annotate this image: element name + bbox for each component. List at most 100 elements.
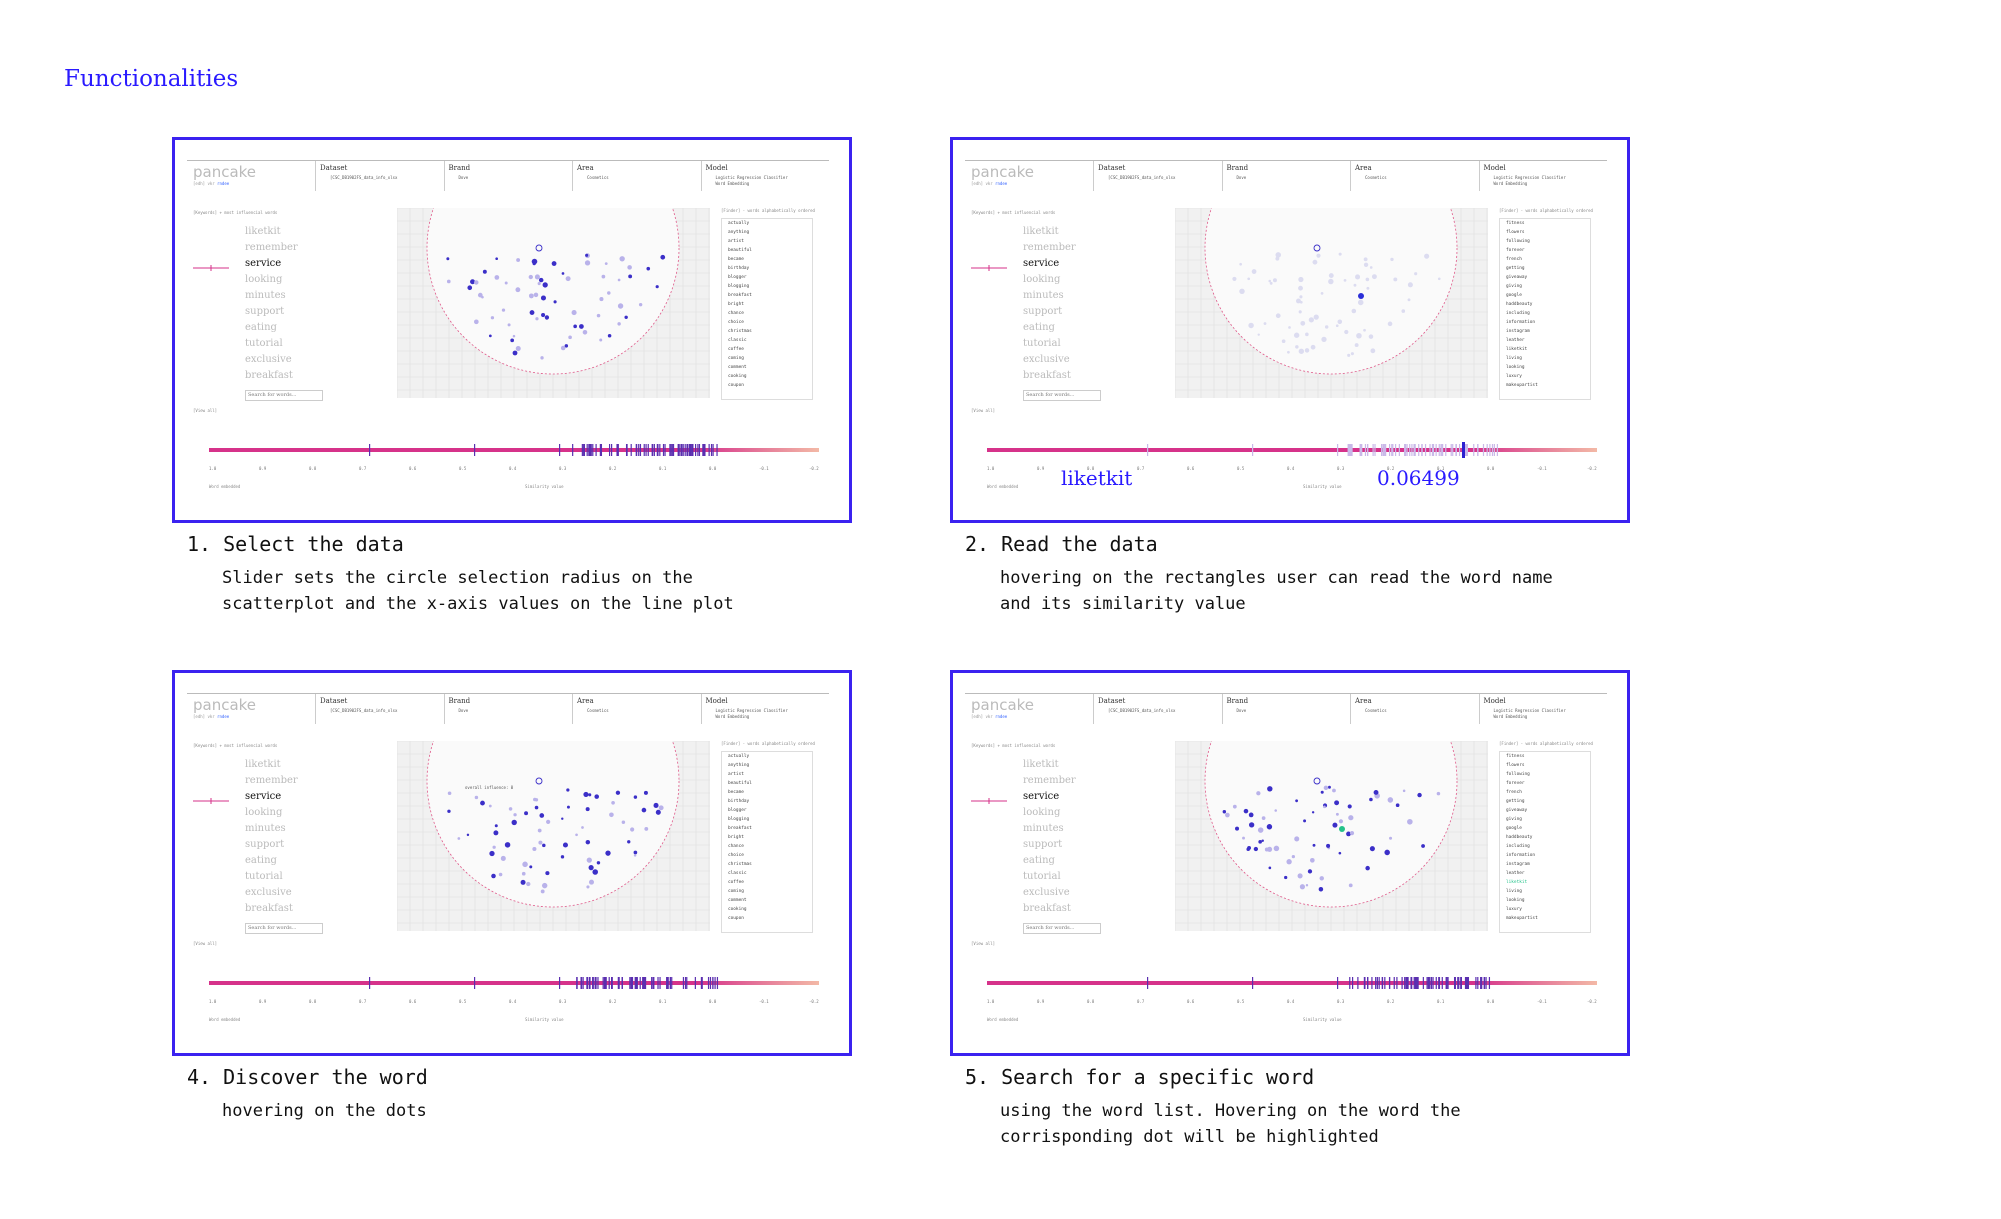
wordlist-item[interactable]: coffee bbox=[728, 347, 744, 352]
wordlist-item[interactable]: fitness bbox=[1506, 221, 1525, 226]
wordlist-item[interactable]: following bbox=[1506, 772, 1530, 777]
wordlist-item[interactable]: living bbox=[1506, 356, 1522, 361]
radius-slider[interactable] bbox=[193, 797, 229, 805]
keyword-item[interactable]: looking bbox=[245, 807, 283, 818]
keyword-item[interactable]: minutes bbox=[1023, 823, 1064, 834]
wordlist-item[interactable]: liketkit bbox=[1506, 880, 1528, 885]
wordlist-item[interactable]: following bbox=[1506, 239, 1530, 244]
similarity-line-plot[interactable]: 1.0 0.9 0.8 0.7 0.6 0.5 0.4 0.3 0.2 0.1 0.0 -0.1 -0.… bbox=[987, 430, 1597, 490]
area-value[interactable]: Cosmetics bbox=[587, 175, 609, 180]
search-input[interactable]: Search for words... bbox=[1023, 390, 1101, 401]
keyword-item[interactable]: minutes bbox=[1023, 290, 1064, 301]
wordlist-item[interactable]: haddbeauty bbox=[1506, 302, 1533, 307]
wordlist-item[interactable]: actually bbox=[728, 221, 750, 226]
wordlist-item[interactable]: beautiful bbox=[728, 781, 752, 786]
wordlist-item[interactable]: christmas bbox=[728, 329, 752, 334]
brand-value[interactable]: Dove bbox=[1236, 708, 1247, 713]
keyword-item[interactable]: tutorial bbox=[245, 338, 283, 349]
brand-value[interactable]: Dove bbox=[458, 708, 469, 713]
keyword-item[interactable]: liketkit bbox=[1023, 759, 1059, 770]
wordlist-item[interactable]: chance bbox=[728, 311, 744, 316]
radius-slider[interactable] bbox=[971, 264, 1007, 272]
wordlist-item[interactable]: breakfast bbox=[728, 826, 752, 831]
similarity-line-plot[interactable]: 1.0 0.9 0.8 0.7 0.6 0.5 0.4 0.3 0.2 0.1 0.0 -0.1 -0.… bbox=[209, 430, 819, 490]
view-all-link[interactable]: [View all] bbox=[193, 408, 218, 413]
wordlist-item[interactable]: liketkit bbox=[1506, 347, 1528, 352]
wordlist-item[interactable]: leather bbox=[1506, 338, 1525, 343]
keyword-item[interactable]: remember bbox=[245, 242, 298, 253]
scatterplot[interactable]: overall influence: 0 bbox=[397, 741, 710, 931]
keyword-item[interactable]: eating bbox=[1023, 855, 1055, 866]
keyword-item[interactable]: liketkit bbox=[1023, 226, 1059, 237]
keyword-item[interactable]: eating bbox=[1023, 322, 1055, 333]
wordlist-item[interactable]: comment bbox=[728, 365, 747, 370]
wordlist-item[interactable]: luxury bbox=[1506, 907, 1522, 912]
dataset-value[interactable]: [CSC_DB1902FS_data_info_xlsx bbox=[330, 708, 398, 713]
wordlist-item[interactable]: french bbox=[1506, 790, 1522, 795]
keyword-item[interactable]: tutorial bbox=[245, 871, 283, 882]
wordlist-item[interactable]: giving bbox=[1506, 284, 1522, 289]
wordlist-item[interactable]: information bbox=[1506, 853, 1536, 858]
wordlist-item[interactable]: giveaway bbox=[1506, 808, 1528, 813]
wordlist-item[interactable]: including bbox=[1506, 844, 1530, 849]
wordlist-item[interactable]: blogging bbox=[728, 284, 750, 289]
search-input[interactable]: Search for words... bbox=[245, 390, 323, 401]
keyword-item[interactable]: exclusive bbox=[1023, 887, 1070, 898]
keyword-item[interactable]: breakfast bbox=[245, 903, 293, 914]
wordlist-item[interactable]: including bbox=[1506, 311, 1530, 316]
wordlist-item[interactable]: cooking bbox=[728, 374, 747, 379]
dataset-value[interactable]: [CSC_DB1902FS_data_info_xlsx bbox=[330, 175, 398, 180]
keyword-item[interactable]: service bbox=[1023, 258, 1060, 269]
scatterplot[interactable] bbox=[1175, 741, 1488, 931]
wordlist-item[interactable]: coupon bbox=[728, 916, 744, 921]
wordlist-item[interactable]: coming bbox=[728, 889, 744, 894]
wordlist-item[interactable]: haddbeauty bbox=[1506, 835, 1533, 840]
wordlist-item[interactable]: artist bbox=[728, 239, 744, 244]
wordlist-item[interactable]: living bbox=[1506, 889, 1522, 894]
wordlist-item[interactable]: luxury bbox=[1506, 374, 1522, 379]
area-value[interactable]: Cosmetics bbox=[1365, 175, 1387, 180]
radius-slider[interactable] bbox=[971, 797, 1007, 805]
word-list[interactable]: actually anything artist beautiful became bir… bbox=[721, 751, 813, 933]
wordlist-item[interactable]: looking bbox=[1506, 365, 1525, 370]
word-list[interactable]: actually anything artist beautiful became bir… bbox=[721, 218, 813, 400]
wordlist-item[interactable]: became bbox=[728, 257, 744, 262]
wordlist-item[interactable]: beautiful bbox=[728, 248, 752, 253]
keyword-item[interactable]: breakfast bbox=[1023, 370, 1071, 381]
keyword-item[interactable]: looking bbox=[1023, 274, 1061, 285]
dataset-value[interactable]: [CSC_DB1902FS_data_info_xlsx bbox=[1108, 708, 1176, 713]
wordlist-item[interactable]: flowers bbox=[1506, 230, 1525, 235]
wordlist-item[interactable]: getting bbox=[1506, 266, 1525, 271]
keyword-item[interactable]: remember bbox=[1023, 775, 1076, 786]
keyword-item[interactable]: support bbox=[245, 839, 285, 850]
keyword-item[interactable]: tutorial bbox=[1023, 871, 1061, 882]
keyword-item[interactable]: looking bbox=[1023, 807, 1061, 818]
keyword-item[interactable]: eating bbox=[245, 855, 277, 866]
area-value[interactable]: Cosmetics bbox=[1365, 708, 1387, 713]
wordlist-item[interactable]: coffee bbox=[728, 880, 744, 885]
keyword-item[interactable]: minutes bbox=[245, 823, 286, 834]
wordlist-item[interactable]: giving bbox=[1506, 817, 1522, 822]
keyword-item[interactable]: eating bbox=[245, 322, 277, 333]
wordlist-item[interactable]: flowers bbox=[1506, 763, 1525, 768]
wordlist-item[interactable]: classic bbox=[728, 338, 747, 343]
keyword-item[interactable]: liketkit bbox=[245, 226, 281, 237]
keyword-item[interactable]: support bbox=[1023, 306, 1063, 317]
keyword-item[interactable]: support bbox=[1023, 839, 1063, 850]
wordlist-item[interactable]: forever bbox=[1506, 781, 1525, 786]
wordlist-item[interactable]: leather bbox=[1506, 871, 1525, 876]
radius-slider[interactable] bbox=[193, 264, 229, 272]
view-all-link[interactable]: [View all] bbox=[971, 408, 996, 413]
search-input[interactable]: Search for words... bbox=[1023, 923, 1101, 934]
wordlist-item[interactable]: chance bbox=[728, 844, 744, 849]
wordlist-item[interactable]: forever bbox=[1506, 248, 1525, 253]
area-value[interactable]: Cosmetics bbox=[587, 708, 609, 713]
scatterplot[interactable] bbox=[397, 208, 710, 398]
keyword-item[interactable]: remember bbox=[245, 775, 298, 786]
keyword-item[interactable]: service bbox=[245, 258, 282, 269]
similarity-line-plot[interactable]: 1.0 0.9 0.8 0.7 0.6 0.5 0.4 0.3 0.2 0.1 0.0 -0.1 -0.… bbox=[987, 963, 1597, 1023]
wordlist-item[interactable]: makeupartist bbox=[1506, 916, 1538, 921]
keyword-item[interactable]: breakfast bbox=[245, 370, 293, 381]
wordlist-item[interactable]: information bbox=[1506, 320, 1536, 325]
model-value[interactable]: Logistic Regression Classifier Word Embed… bbox=[715, 708, 788, 719]
